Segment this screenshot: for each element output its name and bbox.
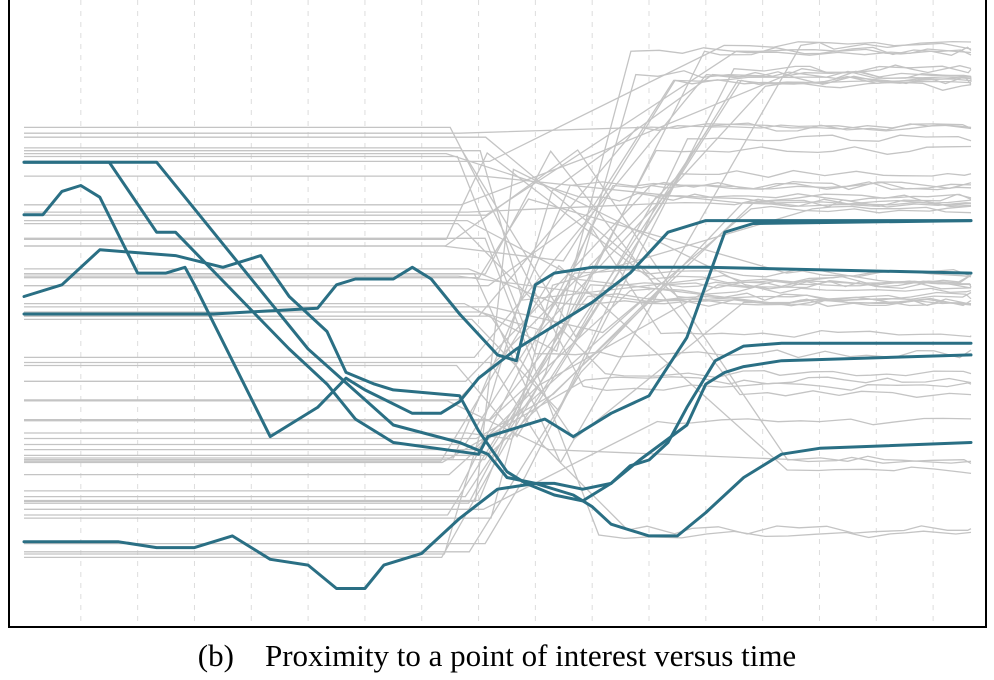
background-series-9 — [24, 46, 972, 216]
background-series-51 — [24, 75, 972, 438]
background-series-55 — [24, 134, 972, 412]
background-series-29 — [24, 237, 972, 540]
background-series-58 — [24, 199, 972, 553]
background-series-59 — [24, 280, 972, 516]
background-series-43 — [24, 126, 972, 392]
background-series-42 — [24, 70, 972, 353]
background-series-40 — [24, 180, 972, 382]
highlighted-series-layer — [22, 160, 973, 590]
highlighted-series-3 — [22, 248, 973, 503]
background-series-47 — [24, 147, 972, 339]
background-series-56 — [24, 41, 972, 163]
background-series-44 — [24, 222, 972, 379]
background-series-35 — [24, 169, 972, 401]
background-series-3 — [24, 81, 972, 332]
background-series-2 — [24, 198, 972, 213]
figure-caption: (b) Proximity to a point of interest ver… — [0, 636, 994, 676]
background-series-layer — [24, 40, 972, 559]
background-series-45 — [24, 123, 972, 134]
highlighted-series-1 — [22, 160, 973, 491]
background-series-16 — [24, 205, 972, 334]
background-series-52 — [24, 168, 972, 502]
background-series-19 — [24, 150, 972, 398]
background-series-31 — [24, 286, 972, 422]
background-series-48 — [24, 400, 972, 464]
highlighted-series-2 — [22, 184, 973, 439]
background-series-26 — [24, 124, 972, 498]
background-series-57 — [24, 417, 972, 510]
background-series-5 — [24, 205, 972, 519]
background-series-32 — [24, 264, 972, 475]
background-series-18 — [24, 280, 972, 440]
caption-text: Proximity to a point of interest versus … — [264, 638, 797, 673]
background-series-10 — [24, 136, 972, 301]
background-series-39 — [24, 64, 972, 545]
background-series-27 — [24, 298, 972, 476]
background-series-53 — [24, 155, 972, 359]
highlighted-series-0 — [22, 160, 973, 456]
background-series-28 — [24, 40, 972, 465]
highlighted-series-5 — [22, 441, 973, 590]
plot-frame — [8, 0, 987, 628]
background-series-20 — [24, 225, 972, 502]
highlighted-series-4 — [22, 265, 973, 363]
background-series-6 — [24, 145, 972, 504]
caption-label: (b) — [197, 638, 234, 673]
background-series-46 — [24, 47, 972, 559]
proximity-line-chart — [22, 0, 973, 626]
caption-spacer — [242, 638, 258, 673]
background-series-54 — [24, 122, 972, 317]
